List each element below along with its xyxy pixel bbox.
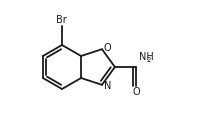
Text: NH: NH <box>139 52 153 62</box>
Text: N: N <box>104 81 111 91</box>
Text: O: O <box>104 43 112 53</box>
Text: O: O <box>133 87 141 97</box>
Text: Br: Br <box>56 15 66 25</box>
Text: 2: 2 <box>146 57 151 63</box>
